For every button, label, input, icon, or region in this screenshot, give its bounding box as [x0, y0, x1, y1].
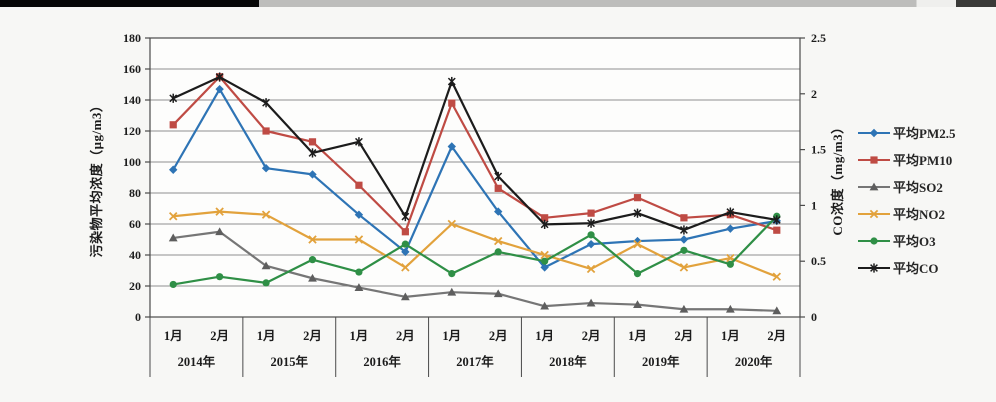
- month-tick-label: 1月: [535, 329, 554, 343]
- year-labels: 2014年 2015年 2016年 2017年 2018年 2019年 2020年: [178, 354, 773, 369]
- legend-item-o3: 平均O3: [857, 227, 955, 254]
- month-tick-label: 2月: [303, 329, 322, 343]
- series-line: [172, 215, 778, 286]
- year-tick-label: 2018年: [549, 354, 587, 369]
- legend-label-so2: 平均SO2: [893, 180, 943, 195]
- left-axis-tick-label: 140: [123, 93, 141, 107]
- month-tick-label: 2月: [767, 329, 786, 343]
- no2-marker-icon: [858, 209, 890, 218]
- legend-label-pm10: 平均PM10: [893, 153, 953, 168]
- series-平均CO: [169, 72, 781, 235]
- left-axis-tick-label: 160: [123, 62, 141, 76]
- left-axis-title: 污染物平均浓度（μg/m3）: [89, 99, 104, 258]
- legend-item-pm25: 平均PM2.5: [857, 119, 955, 146]
- month-tick-label: 2月: [489, 329, 508, 343]
- left-axis-tick-label: 120: [123, 124, 141, 138]
- right-axis-tick-label: 0.5: [811, 254, 826, 268]
- right-axis-tick-label: 0: [811, 310, 817, 324]
- o3-marker-icon: [858, 236, 890, 245]
- year-tick-label: 2017年: [456, 354, 494, 369]
- year-tick-label: 2020年: [735, 354, 773, 369]
- right-axis-tick-label: 1: [811, 198, 817, 212]
- pm10-marker-icon: [858, 155, 890, 164]
- left-axis-tick-label: 0: [135, 310, 141, 324]
- month-tick-label: 2月: [396, 329, 415, 343]
- year-tick-label: 2015年: [271, 354, 309, 369]
- left-axis-tick-label: 180: [123, 31, 141, 45]
- legend-item-no2: 平均NO2: [857, 200, 955, 227]
- year-tick-label: 2016年: [363, 354, 401, 369]
- left-axis-tick-label: 100: [123, 155, 141, 169]
- legend-label-o3: 平均O3: [893, 234, 936, 249]
- month-tick-label: 2月: [210, 329, 229, 343]
- legend-label-no2: 平均NO2: [893, 207, 946, 222]
- series-line: [172, 230, 778, 312]
- legend-item-co: 平均CO: [857, 254, 955, 281]
- month-labels: 1月 2月 1月 2月 1月 2月 1月 2月 1月 2月 1月 2月 1月 2月: [164, 329, 786, 343]
- left-axis-tick-label: 40: [129, 248, 141, 262]
- month-tick-label: 1月: [350, 329, 369, 343]
- left-axis-tick-label: 60: [129, 217, 141, 231]
- chart-legend: 平均PM2.5 平均PM10 平均SO2 平均NO2 平均O3 平均CO: [857, 119, 955, 281]
- series-平均NO2: [168, 207, 782, 281]
- year-separators: [149, 317, 801, 377]
- series-line: [172, 210, 778, 278]
- month-tick-label: 1月: [442, 329, 461, 343]
- legend-label-co: 平均CO: [893, 261, 939, 276]
- series-line: [172, 75, 778, 232]
- legend-item-pm10: 平均PM10: [857, 146, 955, 173]
- co-marker-icon: [858, 262, 890, 273]
- series-平均PM10: [169, 73, 781, 236]
- right-axis-title: CO浓度（mg/m3）: [830, 120, 845, 235]
- right-axis-tick-label: 1.5: [811, 143, 826, 157]
- month-tick-label: 1月: [257, 329, 276, 343]
- series-line: [172, 88, 778, 269]
- left-axis-tick-label: 80: [129, 186, 141, 200]
- month-tick-label: 1月: [164, 329, 183, 343]
- right-axis-ticks: 0 0.5 1 1.5 2 2.5: [800, 31, 826, 324]
- month-tick-label: 2月: [582, 329, 601, 343]
- series-line: [172, 75, 778, 233]
- plot-area: 0 20 40 60 80 100 120 140 160 180 0 0.5 1 1.5 2 2.5 1月 2月…: [123, 31, 826, 377]
- pm25-marker-icon: [858, 128, 890, 137]
- year-tick-label: 2019年: [642, 354, 680, 369]
- left-axis-ticks: 0 20 40 60 80 100 120 140 160 180: [123, 31, 150, 324]
- month-tick-label: 1月: [628, 329, 647, 343]
- year-tick-label: 2014年: [178, 354, 216, 369]
- so2-marker-icon: [858, 182, 890, 190]
- right-axis-tick-label: 2.5: [811, 31, 826, 45]
- left-axis-tick-label: 20: [129, 279, 141, 293]
- series-平均PM2.5: [169, 84, 781, 272]
- photo-edge-artifact: [0, 0, 996, 7]
- right-axis-tick-label: 2: [811, 87, 817, 101]
- series-平均SO2: [168, 227, 782, 315]
- legend-item-so2: 平均SO2: [857, 173, 955, 200]
- legend-label-pm25: 平均PM2.5: [893, 126, 956, 141]
- month-tick-label: 2月: [675, 329, 694, 343]
- month-tick-label: 1月: [721, 329, 740, 343]
